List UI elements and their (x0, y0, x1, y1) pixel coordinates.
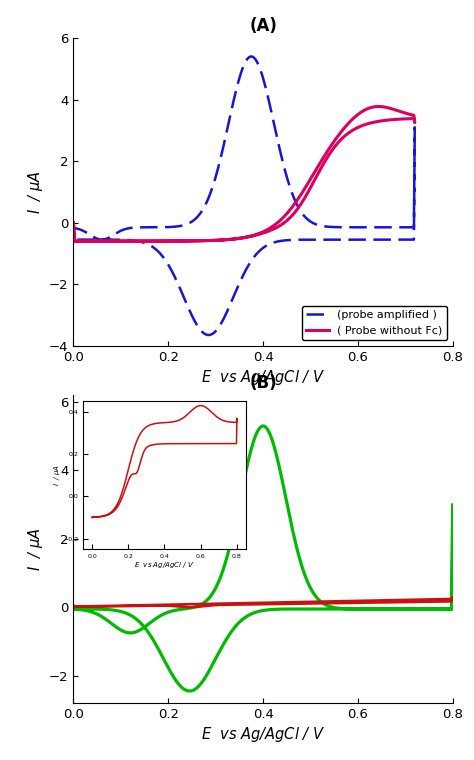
X-axis label: $E$  vs Ag/AgCl / V: $E$ vs Ag/AgCl / V (201, 725, 325, 744)
Title: (B): (B) (249, 374, 277, 392)
Y-axis label: $I$  / μA: $I$ / μA (26, 527, 45, 571)
Legend: (probe amplified ), ( Probe without Fc): (probe amplified ), ( Probe without Fc) (302, 306, 447, 340)
Title: (A): (A) (249, 17, 277, 35)
Y-axis label: $I$  / μA: $I$ / μA (26, 170, 45, 214)
X-axis label: $E$  vs Ag/AgCl / V: $E$ vs Ag/AgCl / V (201, 368, 325, 387)
